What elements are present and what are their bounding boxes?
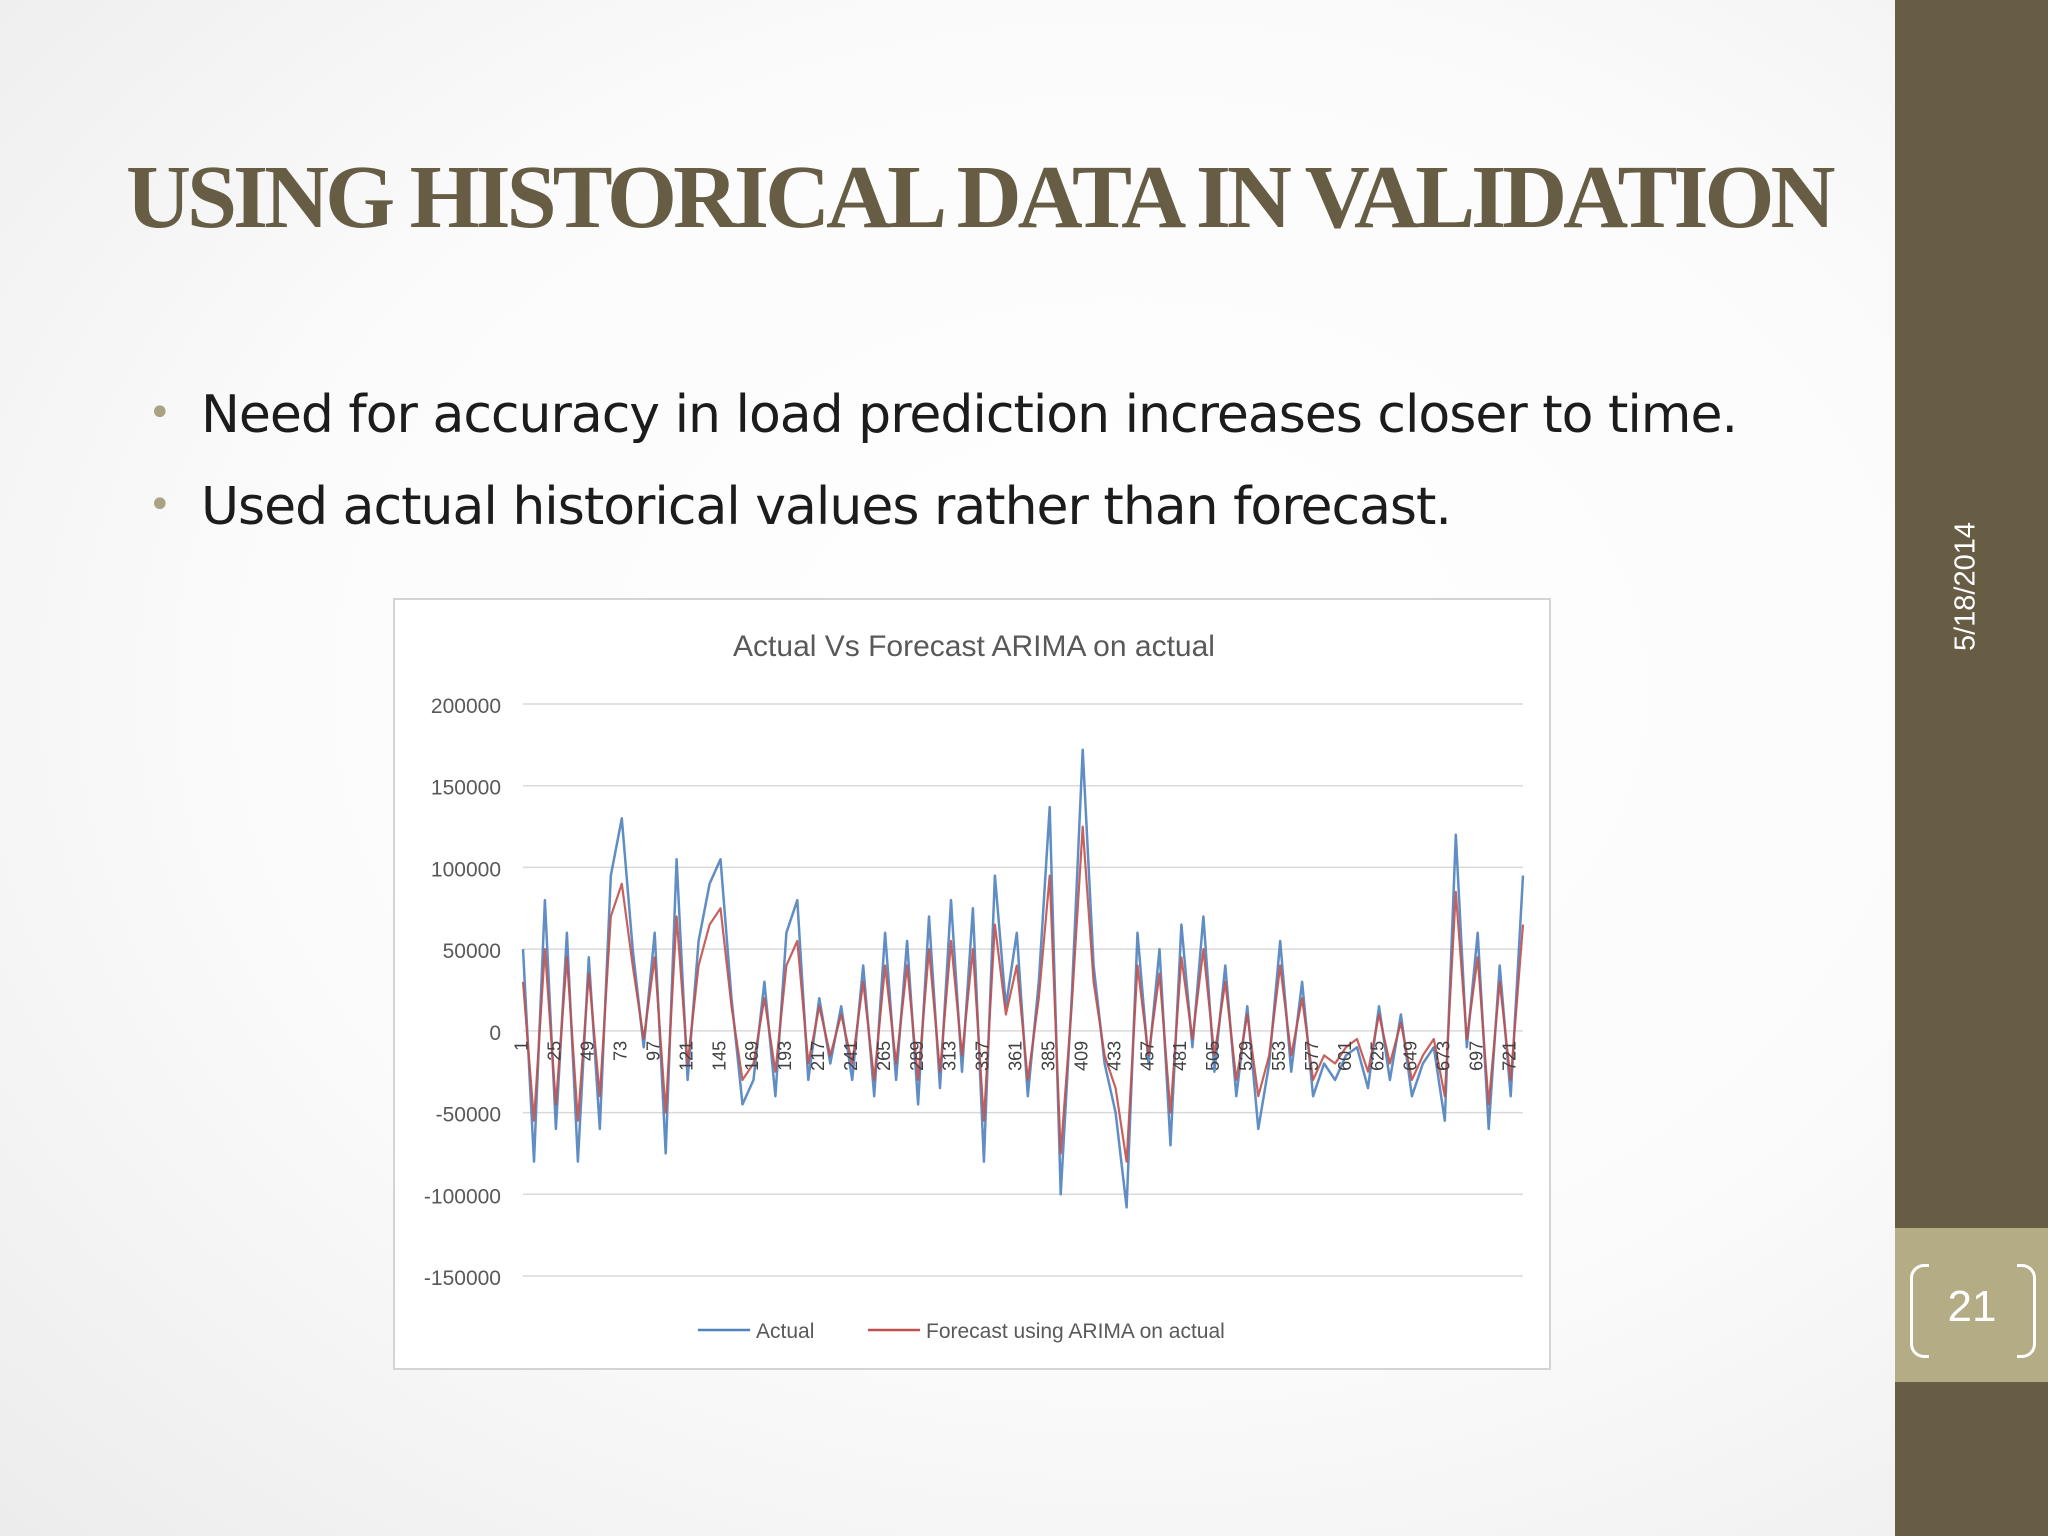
- legend: Actual Forecast using ARIMA on actual: [698, 1320, 1225, 1343]
- x-tick-label: 481: [1170, 1041, 1190, 1071]
- bullet-icon: •: [148, 482, 172, 528]
- x-tick-label: 313: [940, 1041, 960, 1071]
- date-text: 5/18/2014: [1949, 522, 1982, 652]
- x-tick-label: 145: [709, 1041, 729, 1071]
- bullet-icon: •: [148, 390, 172, 436]
- x-tick-label: 265: [874, 1041, 894, 1071]
- x-tick-label: 337: [973, 1041, 993, 1071]
- grid-lines: [523, 703, 1523, 1277]
- x-tick-label: 649: [1401, 1041, 1421, 1071]
- x-tick-label: 169: [742, 1041, 762, 1071]
- x-tick-label: 1: [512, 1041, 532, 1051]
- x-tick-label: 553: [1269, 1041, 1289, 1071]
- y-tick-label: 50000: [443, 940, 501, 963]
- bullet-list: • Need for accuracy in load prediction in…: [148, 368, 1738, 552]
- bullet-item: • Used actual historical values rather th…: [148, 460, 1737, 552]
- x-tick-label: 73: [611, 1041, 631, 1061]
- y-tick-label: 150000: [431, 777, 501, 800]
- x-tick-label: 457: [1137, 1041, 1157, 1071]
- x-tick-label: 601: [1335, 1041, 1355, 1071]
- series-line-forecast: [521, 825, 1525, 1163]
- x-tick-label: 193: [775, 1041, 795, 1071]
- bullet-text: Need for accuracy in load prediction inc…: [201, 385, 1738, 445]
- chart: Actual Vs Forecast ARIMA on actual 20000…: [393, 598, 1551, 1370]
- legend-label: Actual: [756, 1320, 814, 1343]
- y-tick-label: 200000: [431, 695, 501, 718]
- series-group: [521, 748, 1525, 1209]
- x-tick-label: 409: [1071, 1041, 1091, 1071]
- x-tick-label: 529: [1236, 1041, 1256, 1071]
- bullet-item: • Need for accuracy in load prediction in…: [148, 368, 1738, 460]
- x-tick-label: 217: [808, 1041, 828, 1071]
- x-tick-label: 241: [841, 1041, 861, 1071]
- y-tick-label: -100000: [424, 1185, 501, 1208]
- x-tick-label: 361: [1006, 1041, 1026, 1071]
- y-tick-label: 0: [489, 1022, 501, 1045]
- x-tick-label: 721: [1499, 1041, 1519, 1071]
- x-tick-label: 697: [1466, 1041, 1486, 1071]
- y-tick-label: -50000: [436, 1104, 501, 1127]
- page-bracket-left: [1910, 1264, 1929, 1358]
- x-axis-ticks: 1 25 49 73 97 121 145 169 193 217 241 265 289 313 337 3…: [512, 1041, 1520, 1071]
- page-bracket-right: [2017, 1264, 2036, 1358]
- y-axis-ticks: 200000 150000 100000 50000 0 -50000 -100000 -15…: [424, 695, 501, 1290]
- x-tick-label: 289: [907, 1041, 927, 1071]
- x-tick-label: 625: [1368, 1041, 1388, 1071]
- x-tick-label: 121: [676, 1041, 696, 1071]
- x-tick-label: 433: [1104, 1041, 1124, 1071]
- x-tick-label: 49: [578, 1041, 598, 1061]
- x-tick-label: 505: [1203, 1041, 1223, 1071]
- chart-svg: Actual Vs Forecast ARIMA on actual 20000…: [424, 630, 1525, 1343]
- x-tick-label: 673: [1434, 1041, 1454, 1071]
- x-tick-label: 97: [643, 1041, 663, 1061]
- bullet-text: Used actual historical values rather tha…: [201, 477, 1452, 537]
- x-tick-label: 385: [1038, 1041, 1058, 1071]
- y-tick-label: -150000: [424, 1267, 501, 1290]
- x-tick-label: 25: [545, 1041, 565, 1061]
- page-number: 21: [1947, 1282, 1997, 1331]
- x-tick-label: 577: [1302, 1041, 1322, 1071]
- slide-title: USING HISTORICAL DATA IN VALIDATION: [126, 148, 1836, 247]
- y-tick-label: 100000: [431, 858, 501, 881]
- chart-title: Actual Vs Forecast ARIMA on actual: [733, 630, 1215, 663]
- legend-label: Forecast using ARIMA on actual: [926, 1320, 1225, 1343]
